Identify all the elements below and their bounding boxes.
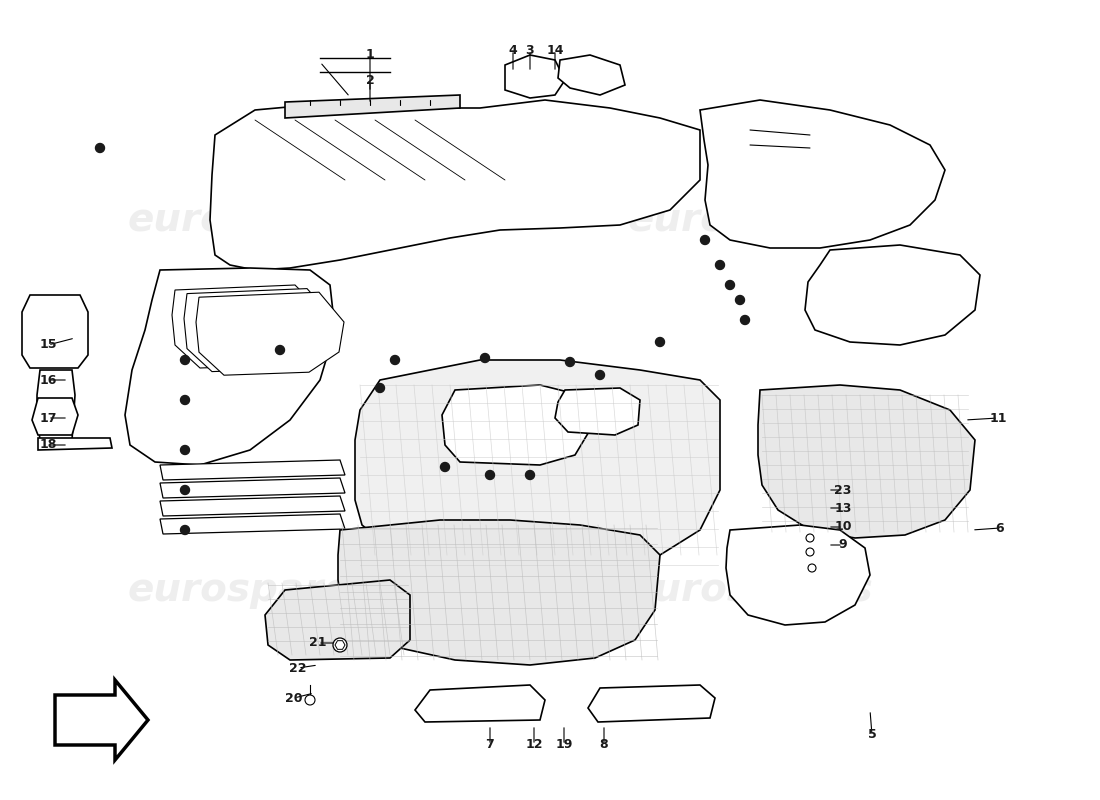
Polygon shape: [160, 514, 345, 534]
Circle shape: [736, 295, 745, 305]
Polygon shape: [805, 245, 980, 345]
Polygon shape: [22, 295, 88, 368]
Polygon shape: [700, 100, 945, 248]
Circle shape: [715, 261, 725, 270]
Circle shape: [806, 548, 814, 556]
Circle shape: [565, 358, 574, 366]
Circle shape: [180, 486, 189, 494]
Text: 2: 2: [365, 74, 374, 86]
Text: 12: 12: [526, 738, 542, 751]
Polygon shape: [184, 289, 332, 371]
Circle shape: [305, 695, 315, 705]
Circle shape: [806, 534, 814, 542]
Text: 6: 6: [996, 522, 1004, 534]
Circle shape: [375, 383, 385, 393]
Circle shape: [481, 354, 490, 362]
Circle shape: [595, 370, 605, 379]
Polygon shape: [588, 685, 715, 722]
Text: 14: 14: [547, 43, 563, 57]
Circle shape: [275, 346, 285, 354]
Polygon shape: [558, 55, 625, 95]
Circle shape: [180, 355, 189, 365]
Text: 13: 13: [834, 502, 851, 514]
Polygon shape: [37, 370, 75, 440]
Polygon shape: [125, 268, 336, 465]
Text: 20: 20: [285, 691, 303, 705]
Text: eurospares: eurospares: [627, 571, 873, 609]
Circle shape: [390, 355, 399, 365]
Polygon shape: [160, 496, 345, 516]
Polygon shape: [442, 385, 590, 465]
Circle shape: [180, 446, 189, 454]
Polygon shape: [39, 438, 112, 450]
Text: eurospares: eurospares: [128, 571, 373, 609]
Polygon shape: [32, 398, 78, 435]
Circle shape: [526, 470, 535, 479]
Text: eurospares: eurospares: [128, 201, 373, 239]
Circle shape: [701, 235, 710, 245]
Polygon shape: [160, 478, 345, 498]
Polygon shape: [160, 460, 345, 480]
Text: 7: 7: [485, 738, 494, 751]
Polygon shape: [285, 95, 460, 118]
Polygon shape: [556, 388, 640, 435]
Text: 18: 18: [40, 438, 57, 451]
Polygon shape: [338, 520, 660, 665]
Text: 23: 23: [834, 483, 851, 497]
Polygon shape: [726, 525, 870, 625]
Polygon shape: [415, 685, 544, 722]
Polygon shape: [505, 55, 565, 98]
Polygon shape: [758, 385, 975, 538]
Text: 4: 4: [508, 43, 517, 57]
Text: 3: 3: [526, 43, 535, 57]
Circle shape: [808, 564, 816, 572]
Polygon shape: [55, 680, 148, 760]
Circle shape: [485, 470, 495, 479]
Text: 19: 19: [556, 738, 573, 751]
Text: 22: 22: [289, 662, 307, 674]
Text: 16: 16: [40, 374, 57, 386]
Circle shape: [180, 526, 189, 534]
Polygon shape: [265, 580, 410, 660]
Polygon shape: [355, 360, 720, 572]
Text: 5: 5: [868, 729, 877, 742]
Polygon shape: [210, 100, 700, 270]
Polygon shape: [196, 292, 344, 375]
Circle shape: [656, 338, 664, 346]
Text: 9: 9: [838, 538, 847, 551]
Circle shape: [180, 395, 189, 405]
Text: 17: 17: [40, 411, 57, 425]
Text: 11: 11: [989, 411, 1006, 425]
Circle shape: [333, 638, 346, 652]
Circle shape: [740, 315, 749, 325]
Circle shape: [96, 143, 104, 153]
Text: 15: 15: [40, 338, 57, 351]
Text: 1: 1: [365, 49, 374, 62]
Polygon shape: [172, 285, 320, 368]
Circle shape: [726, 281, 735, 290]
Text: eurospares: eurospares: [627, 201, 873, 239]
Text: 21: 21: [309, 637, 327, 650]
Circle shape: [440, 462, 450, 471]
Text: 8: 8: [600, 738, 608, 751]
Text: 10: 10: [834, 521, 851, 534]
